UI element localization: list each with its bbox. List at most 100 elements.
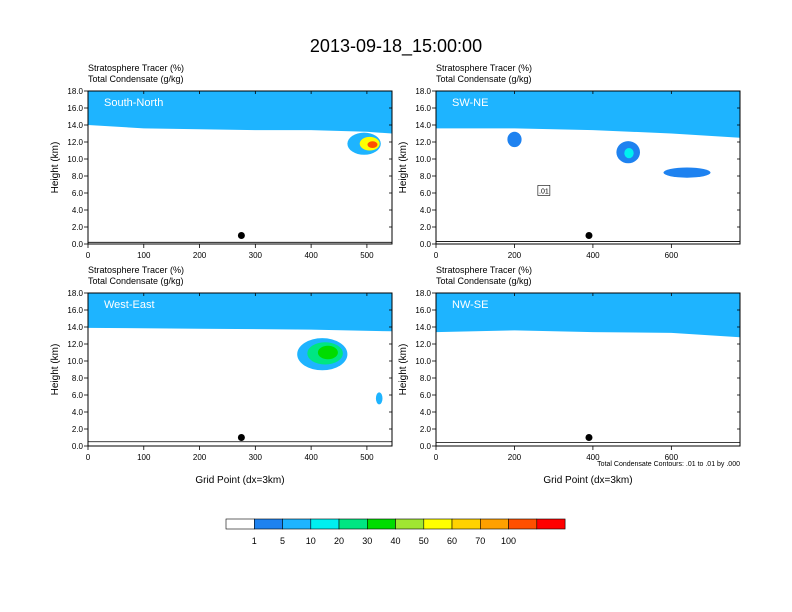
y-tick-label: 8.0 — [72, 172, 84, 181]
panel-label: SW-NE — [452, 97, 488, 109]
y-tick-label: 2.0 — [420, 223, 432, 232]
x-tick-label: 400 — [586, 453, 600, 462]
x-tick-label: 0 — [434, 453, 439, 462]
x-tick-label: 200 — [193, 251, 207, 260]
plot-area: .01 — [436, 91, 740, 244]
x-tick-label: 300 — [249, 251, 263, 260]
tracer-blob — [375, 392, 383, 405]
x-tick-label: 300 — [249, 453, 263, 462]
x-tick-label: 0 — [434, 251, 439, 260]
x-tick-label: 0 — [86, 251, 91, 260]
x-tick-label: 200 — [508, 251, 522, 260]
plot-frame — [87, 90, 393, 245]
location-marker — [237, 232, 245, 239]
header-line: Stratosphere Tracer (%) — [88, 265, 184, 275]
colorbar-box — [423, 518, 453, 530]
x-tick-label: 400 — [304, 453, 318, 462]
colorbar-box — [508, 518, 538, 530]
footnote: Total Condensate Contours: .01 to .01 by… — [597, 461, 740, 468]
x-tick-label: 100 — [137, 453, 151, 462]
tracer-band-5 — [88, 293, 392, 332]
y-tick-label: 18.0 — [415, 87, 431, 96]
y-tick-label: 0.0 — [72, 240, 84, 249]
x-tick-label: 600 — [665, 251, 679, 260]
colorbar-box — [338, 518, 368, 530]
plot-frame — [435, 292, 741, 447]
x-axis-label: Grid Point (dx=3km) — [543, 475, 632, 486]
y-tick-label: 2.0 — [72, 223, 84, 232]
panel-label: NW-SE — [452, 299, 488, 311]
y-tick-label: 16.0 — [415, 104, 431, 113]
y-tick-label: 14.0 — [415, 323, 431, 332]
colorbar-label: 1 — [252, 536, 257, 546]
colorbar-label: 100 — [501, 536, 516, 546]
location-marker — [585, 232, 593, 239]
colorbar-box — [479, 518, 509, 530]
y-tick-label: 10.0 — [67, 357, 83, 366]
y-tick-label: 18.0 — [67, 289, 83, 298]
y-tick-label: 6.0 — [420, 391, 432, 400]
tracer-blob — [317, 345, 338, 360]
header-line: Stratosphere Tracer (%) — [88, 63, 184, 73]
y-tick-label: 0.0 — [420, 240, 432, 249]
colorbar-label: 5 — [280, 536, 285, 546]
header-line: Total Condensate (g/kg) — [88, 74, 184, 84]
y-tick-label: 12.0 — [67, 340, 83, 349]
y-tick-label: 4.0 — [420, 408, 432, 417]
y-tick-label: 0.0 — [72, 442, 84, 451]
panel-1: .01 SW-NE Stratosphere Tracer (%)Total Con… — [398, 63, 741, 260]
y-tick-label: 10.0 — [415, 155, 431, 164]
y-tick-label: 6.0 — [420, 189, 432, 198]
y-tick-label: 18.0 — [415, 289, 431, 298]
y-tick-label: 6.0 — [72, 391, 84, 400]
y-tick-label: 16.0 — [67, 306, 83, 315]
x-tick-label: 600 — [665, 453, 679, 462]
y-tick-label: 18.0 — [67, 87, 83, 96]
panel-2: West-East Stratosphere Tracer (%)Total Co… — [50, 265, 393, 486]
plot-frame — [435, 90, 741, 245]
x-tick-label: 400 — [304, 251, 318, 260]
panel-3: NW-SE Stratosphere Tracer (%) Total Conden… — [398, 265, 741, 486]
tracer-blob — [507, 131, 522, 148]
y-tick-label: 12.0 — [415, 340, 431, 349]
figure-title: 2013-09-18_15:00:00 — [310, 36, 482, 57]
tracer-band-5 — [436, 293, 740, 338]
y-axis-label: Height (km) — [50, 142, 61, 194]
y-tick-label: 0.0 — [420, 442, 432, 451]
location-marker — [237, 434, 245, 441]
plot-area — [436, 293, 740, 446]
x-tick-label: 200 — [193, 453, 207, 462]
header-line: Total Condensate (g/kg) — [436, 74, 532, 84]
colorbar-label: 10 — [306, 536, 316, 546]
x-tick-label: 200 — [508, 453, 522, 462]
y-tick-label: 16.0 — [67, 104, 83, 113]
x-tick-label: 0 — [86, 453, 91, 462]
plot-area — [88, 91, 392, 244]
tracer-blob — [367, 141, 378, 149]
y-axis-label: Height (km) — [398, 344, 409, 396]
colorbar-label: 30 — [362, 536, 372, 546]
colorbar-box — [536, 518, 566, 530]
y-tick-label: 8.0 — [420, 172, 432, 181]
header-line: Stratosphere Tracer (%) — [436, 63, 532, 73]
x-tick-label: 500 — [360, 453, 374, 462]
colorbar-label: 60 — [447, 536, 457, 546]
colorbar-label: 20 — [334, 536, 344, 546]
x-tick-label: 500 — [360, 251, 374, 260]
colorbar-box — [310, 518, 340, 530]
colorbar-box — [254, 518, 283, 530]
header-line: Total Condensate (g/kg) — [88, 276, 184, 286]
colorbar-label: 50 — [419, 536, 429, 546]
panel-0: South-North Stratosphere Tracer (%)Total … — [50, 63, 393, 260]
y-axis-label: Height (km) — [50, 344, 61, 396]
y-tick-label: 4.0 — [72, 206, 84, 215]
colorbar-label: 70 — [475, 536, 485, 546]
y-tick-label: 12.0 — [415, 138, 431, 147]
panel-label: South-North — [104, 97, 163, 109]
header-line: Stratosphere Tracer (%) — [436, 265, 532, 275]
y-tick-label: 14.0 — [67, 323, 83, 332]
y-tick-label: 2.0 — [72, 425, 84, 434]
colorbar-box — [395, 518, 425, 530]
